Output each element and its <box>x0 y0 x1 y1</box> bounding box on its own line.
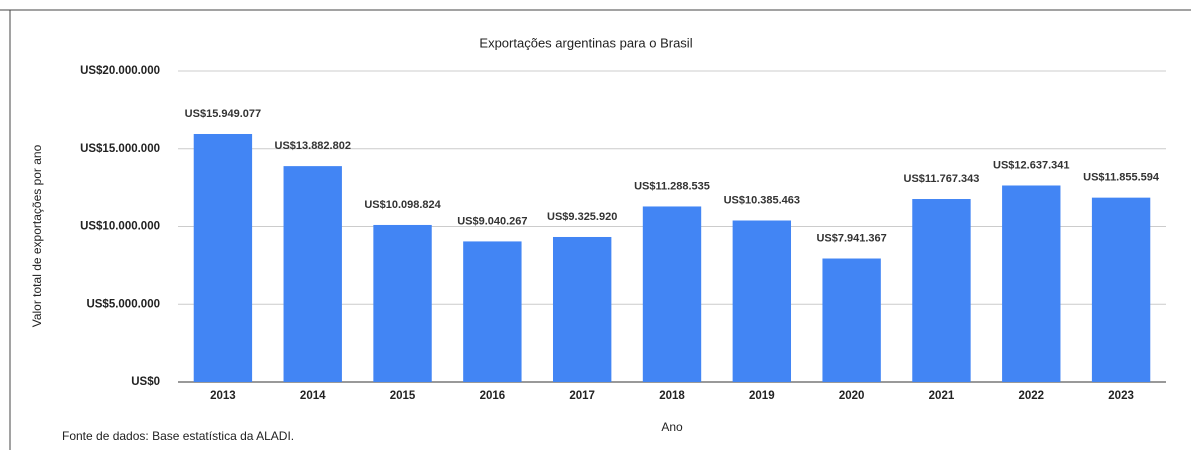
bar <box>732 220 792 382</box>
x-tick-label: 2019 <box>749 390 775 402</box>
bar <box>552 236 612 382</box>
x-tick-label: 2022 <box>1018 390 1044 402</box>
value-label: US$10.098.824 <box>364 199 441 211</box>
value-label: US$13.882.802 <box>275 140 351 152</box>
x-tick-label: 2023 <box>1108 390 1134 402</box>
value-label: US$15.949.077 <box>185 108 261 120</box>
bar <box>463 241 522 382</box>
y-axis-label: Valor total de exportações por ano <box>30 144 44 327</box>
bar <box>912 199 971 382</box>
value-label: US$7.941.367 <box>816 232 886 244</box>
y-tick-label: US$10.000.000 <box>80 221 160 233</box>
bar <box>822 258 881 382</box>
y-tick-label: US$15.000.000 <box>80 143 160 155</box>
y-tick-label: US$20.000.000 <box>80 65 160 77</box>
y-tick-label: US$0 <box>131 376 160 388</box>
value-label: US$9.325.920 <box>547 211 617 223</box>
bar <box>193 133 253 382</box>
bar <box>283 166 342 382</box>
value-label: US$11.855.594 <box>1083 172 1160 184</box>
value-label: US$11.767.343 <box>904 173 980 185</box>
x-tick-label: 2017 <box>569 390 595 402</box>
x-tick-label: 2016 <box>480 390 506 402</box>
y-tick-label: US$5.000.000 <box>86 298 160 310</box>
source-note: Fonte de dados: Base estatística da ALAD… <box>62 429 294 443</box>
value-label: US$12.637.341 <box>993 159 1069 171</box>
value-label: US$9.040.267 <box>457 215 527 227</box>
bar <box>1091 197 1151 382</box>
x-tick-label: 2020 <box>839 390 865 402</box>
value-label: US$10.385.463 <box>724 194 800 206</box>
x-tick-label: 2013 <box>210 390 236 402</box>
value-label: US$11.288.535 <box>634 180 710 192</box>
chart-title: Exportações argentinas para o Brasil <box>479 35 692 50</box>
x-tick-label: 2014 <box>300 390 326 402</box>
x-tick-label: 2018 <box>659 390 685 402</box>
bar <box>373 224 432 382</box>
bar <box>642 206 702 382</box>
x-tick-label: 2021 <box>929 390 955 402</box>
bar <box>1002 185 1061 382</box>
x-tick-label: 2015 <box>390 390 416 402</box>
x-axis-label: Ano <box>661 420 683 434</box>
